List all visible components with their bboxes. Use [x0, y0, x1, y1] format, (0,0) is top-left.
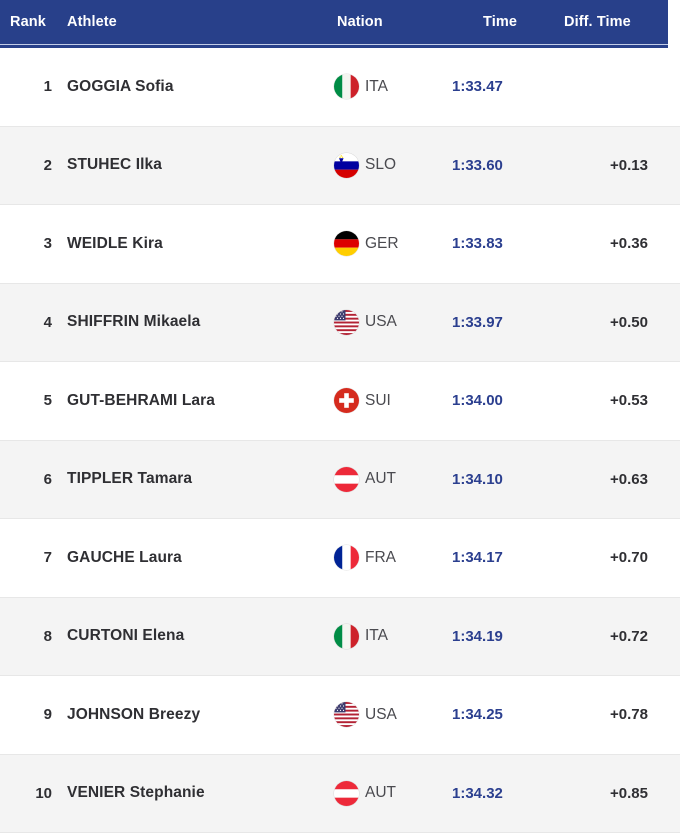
cell-athlete-name[interactable]: SHIFFRIN Mikaela [67, 284, 317, 362]
nation-code: FRA [365, 549, 396, 567]
nation-code: SLO [365, 156, 396, 174]
flag-usa-icon [334, 310, 359, 335]
cell-time: 1:34.25 [452, 676, 530, 754]
nation-code: AUT [365, 470, 396, 488]
cell-athlete-name[interactable]: JOHNSON Breezy [67, 676, 317, 754]
cell-time: 1:34.17 [452, 519, 530, 597]
nation-code: SUI [365, 392, 391, 410]
cell-rank: 5 [0, 362, 52, 440]
nation-code: USA [365, 706, 397, 724]
cell-rank: 4 [0, 284, 52, 362]
flag-slovenia-icon [334, 153, 359, 178]
flag-switzerland-icon [334, 388, 359, 413]
cell-rank: 3 [0, 205, 52, 283]
column-header-diff-time[interactable]: Diff. Time [564, 0, 631, 44]
flag-austria-icon [334, 781, 359, 806]
cell-rank: 6 [0, 441, 52, 519]
cell-diff-time: +0.63 [560, 441, 648, 519]
cell-rank: 10 [0, 755, 52, 833]
cell-rank: 2 [0, 127, 52, 205]
cell-time: 1:33.97 [452, 284, 530, 362]
column-header-time[interactable]: Time [483, 0, 517, 44]
cell-diff-time [560, 48, 648, 126]
cell-athlete-name[interactable]: GOGGIA Sofia [67, 48, 317, 126]
cell-time: 1:34.19 [452, 598, 530, 676]
nation-code: ITA [365, 78, 388, 96]
nation-code: ITA [365, 627, 388, 645]
cell-athlete-name[interactable]: WEIDLE Kira [67, 205, 317, 283]
column-header-rank[interactable]: Rank [10, 0, 46, 44]
cell-athlete-name[interactable]: VENIER Stephanie [67, 755, 317, 833]
nation-code: AUT [365, 784, 396, 802]
cell-diff-time: +0.72 [560, 598, 648, 676]
cell-time: 1:33.47 [452, 48, 530, 126]
cell-rank: 8 [0, 598, 52, 676]
cell-diff-time: +0.70 [560, 519, 648, 597]
cell-time: 1:34.00 [452, 362, 530, 440]
flag-italy-icon [334, 624, 359, 649]
cell-rank: 9 [0, 676, 52, 754]
cell-athlete-name[interactable]: CURTONI Elena [67, 598, 317, 676]
flag-germany-icon [334, 231, 359, 256]
cell-rank: 7 [0, 519, 52, 597]
cell-athlete-name[interactable]: GUT-BEHRAMI Lara [67, 362, 317, 440]
flag-austria-icon [334, 467, 359, 492]
flag-france-icon [334, 545, 359, 570]
cell-diff-time: +0.85 [560, 755, 648, 833]
table-header-row: Rank Athlete Nation Time Diff. Time [0, 0, 668, 44]
cell-diff-time: +0.78 [560, 676, 648, 754]
cell-time: 1:34.32 [452, 755, 530, 833]
column-header-athlete[interactable]: Athlete [67, 0, 117, 44]
cell-diff-time: +0.13 [560, 127, 648, 205]
cell-athlete-name[interactable]: STUHEC Ilka [67, 127, 317, 205]
flag-italy-icon [334, 74, 359, 99]
cell-diff-time: +0.36 [560, 205, 648, 283]
cell-time: 1:34.10 [452, 441, 530, 519]
flag-usa-icon [334, 702, 359, 727]
nation-code: GER [365, 235, 399, 253]
cell-athlete-name[interactable]: TIPPLER Tamara [67, 441, 317, 519]
nation-code: USA [365, 313, 397, 331]
cell-diff-time: +0.53 [560, 362, 648, 440]
cell-time: 1:33.83 [452, 205, 530, 283]
cell-time: 1:33.60 [452, 127, 530, 205]
cell-diff-time: +0.50 [560, 284, 648, 362]
column-header-nation[interactable]: Nation [337, 0, 383, 44]
cell-rank: 1 [0, 48, 52, 126]
cell-athlete-name[interactable]: GAUCHE Laura [67, 519, 317, 597]
